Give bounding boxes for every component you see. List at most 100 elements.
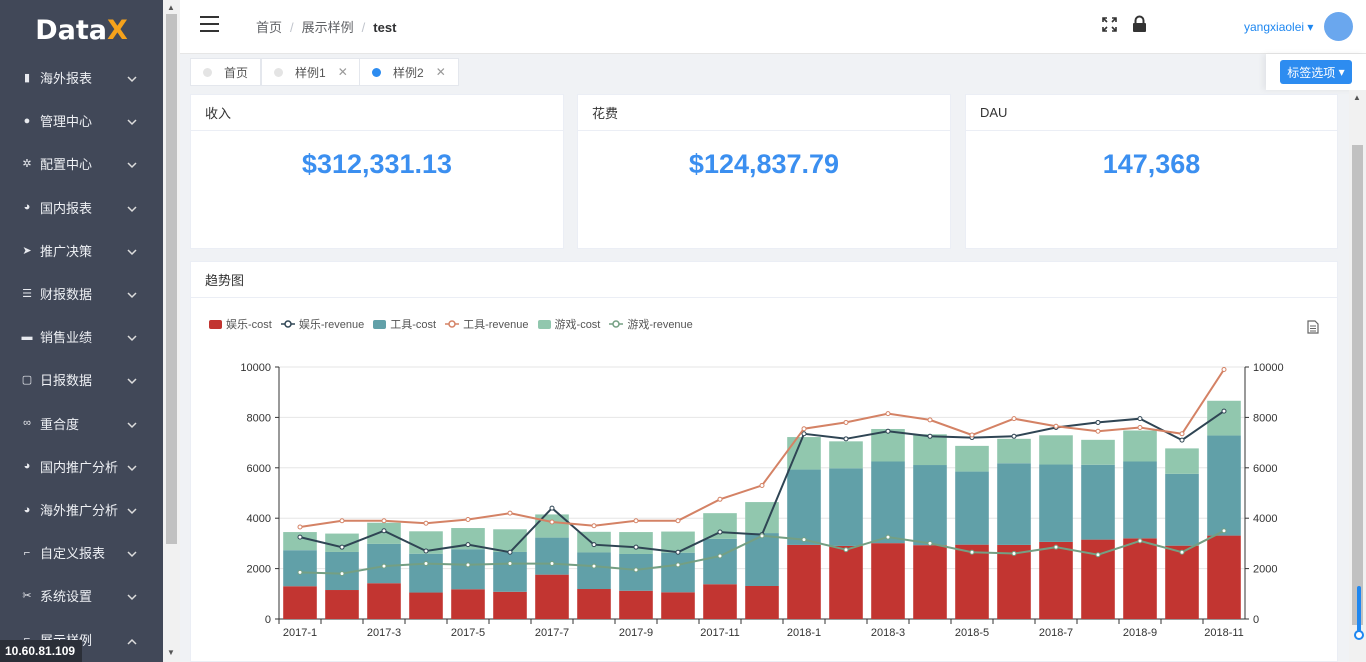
ip-address-label: 10.60.81.109 [0,640,82,662]
tag-options-button[interactable]: 标签选项 ▾ [1280,60,1352,84]
data-point [507,549,513,555]
bar [325,590,359,619]
data-point [339,571,345,577]
sidebar-item[interactable]: ✲ 配置中心 [0,142,163,185]
data-point [339,518,345,524]
bar [493,591,527,619]
y2-tick-label: 4000 [1253,513,1277,525]
sidebar-item-label: 销售业绩 [40,330,93,346]
bar [1123,461,1157,539]
chevron-up-icon [127,633,137,648]
scrollbar-thumb[interactable] [1352,145,1363,625]
data-point [633,544,639,550]
data-point [507,510,513,516]
gear-icon: ✲ [22,158,32,171]
bar [1165,473,1199,546]
y2-tick-label: 8000 [1253,412,1277,424]
bar [577,589,611,619]
breadcrumb-item-home[interactable]: 首页 [256,20,283,35]
pie-chart-icon: ◕ [23,460,31,473]
sidebar-item[interactable]: ● 管理中心 [0,99,163,142]
chevron-down-icon [127,114,137,129]
save-data-icon[interactable] [1307,320,1319,337]
user-group-icon: ● [23,114,31,127]
data-point [1221,408,1227,414]
legend-item[interactable]: 工具-revenue [445,316,529,332]
bar [913,465,947,546]
legend-item[interactable]: 娱乐-cost [209,316,272,332]
fullscreen-icon[interactable] [1102,17,1117,35]
bar [619,532,653,554]
bar [997,544,1031,619]
tag-sample2[interactable]: 样例2 ✕ [359,58,459,86]
app-logo[interactable]: Data X [35,14,128,46]
sidebar-item[interactable]: ➤ 推广决策 [0,229,163,272]
sidebar-item-label: 自定义报表 [40,546,106,562]
lock-icon[interactable] [1132,15,1147,36]
data-point [969,432,975,438]
content-scrollbar[interactable]: ▲ [1349,90,1366,662]
data-point [801,537,807,543]
data-point [675,562,681,568]
sidebar-item-label: 配置中心 [40,157,93,173]
bar [1165,448,1199,474]
bar [367,522,401,544]
x-tick-label: 2017-7 [535,627,569,639]
breadcrumb-item-section[interactable]: 展示样例 [301,20,354,35]
data-point [1179,431,1185,437]
bar [493,529,527,552]
bar [661,552,695,593]
data-point [1095,552,1101,558]
user-menu[interactable]: yangxiaolei ▾ [1244,20,1314,34]
sidebar-item-label: 推广决策 [40,243,93,259]
sidebar-item[interactable]: ∞ 重合度 [0,402,163,445]
x-tick-label: 2018-7 [1039,627,1073,639]
bar [1165,545,1199,619]
bar [787,544,821,619]
x-tick-label: 2017-11 [700,627,740,639]
sidebar-item[interactable]: ◕ 国内推广分析 [0,445,163,488]
menu-toggle-icon[interactable] [200,16,219,37]
sidebar-item[interactable]: ◕ 海外推广分析 [0,488,163,531]
bar [703,538,737,585]
scroll-down-arrow-icon[interactable]: ▼ [167,648,175,657]
scroll-up-arrow-icon[interactable]: ▲ [167,3,175,12]
sidebar-item[interactable]: ⌐ 自定义报表 [0,531,163,574]
card-title: 趋势图 [191,262,1337,298]
data-point [1011,416,1017,422]
tags-bar: 首页 样例1 ✕ 样例2 ✕ 标签选项 ▾ [180,54,1366,90]
legend-item[interactable]: 游戏-cost [537,316,600,332]
bar [283,550,317,587]
sidebar-item[interactable]: ▬ 销售业绩 [0,315,163,358]
avatar[interactable] [1324,12,1353,41]
scrollbar-thumb[interactable] [166,14,177,544]
pie-chart-icon: ◕ [23,503,31,516]
chevron-down-icon [127,244,137,259]
sidebar-item[interactable]: ✂ 系统设置 [0,574,163,617]
sidebar-item[interactable]: ◕ 国内报表 [0,186,163,229]
sidebar-item[interactable]: ☰ 财报数据 [0,272,163,315]
chevron-down-icon [127,330,137,345]
breadcrumb-item-current: test [373,20,397,35]
card-title: 花费 [578,95,950,131]
tag-home[interactable]: 首页 [190,58,262,86]
data-point [885,411,891,417]
data-point [549,519,555,525]
close-icon[interactable]: ✕ [435,65,446,79]
sidebar-scrollbar[interactable]: ▲ ▼ [163,0,180,662]
data-point [1053,423,1059,429]
tag-sample1[interactable]: 样例1 ✕ [261,58,361,86]
legend-item[interactable]: 游戏-revenue [609,316,693,332]
data-point [1011,550,1017,556]
sidebar-item[interactable]: ▢ 日报数据 [0,358,163,401]
legend-item[interactable]: 工具-cost [373,316,436,332]
bar [955,544,989,619]
close-icon[interactable]: ✕ [337,65,348,79]
bar [409,531,443,554]
data-point [591,542,597,548]
sidebar-item[interactable]: ▮ 海外报表 [0,56,163,99]
legend-item[interactable]: 娱乐-revenue [280,316,364,332]
scroll-up-arrow-icon[interactable]: ▲ [1353,93,1361,102]
bar [1039,464,1073,542]
chevron-down-icon [127,201,137,216]
